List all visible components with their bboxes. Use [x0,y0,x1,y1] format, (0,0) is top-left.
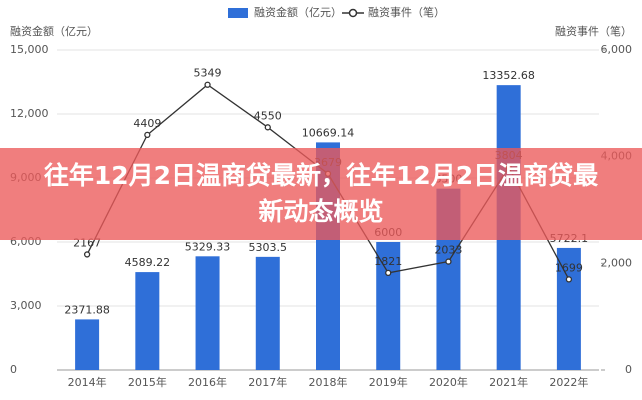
banner: 往年12月2日温商贷最新，往年12月2日温商贷最新动态概览 [0,148,642,240]
bar-value-label: 5303.5 [249,241,288,254]
bar [195,256,220,370]
legend-swatch [228,8,248,18]
line-value-label: 4550 [254,109,282,122]
bar [135,272,160,370]
bar [556,247,581,370]
bar-value-label: 10669.14 [302,126,355,139]
bar-value-label: 4589.22 [125,256,171,269]
legend-label: 融资事件（笔） [368,5,445,19]
line-value-label: 4409 [133,117,161,130]
x-tick-label: 2014年 [68,375,107,389]
legend-label: 融资金额（亿元） [254,5,342,19]
line-value-label: 2033 [434,244,462,257]
x-tick-label: 2019年 [369,375,408,389]
bar-value-label: 5329.33 [185,240,231,253]
y2-axis-title: 融资事件（笔） [555,24,632,38]
bar [75,319,100,370]
x-tick-label: 2020年 [429,375,468,389]
y-tick-label: 12,000 [10,107,49,120]
x-tick-label: 2016年 [188,375,227,389]
x-tick-label: 2017年 [248,375,287,389]
x-tick-label: 2021年 [489,375,528,389]
line-value-label: 1821 [374,255,402,268]
bar-value-label: 2371.88 [64,303,110,316]
line-value-label: 1699 [555,261,583,274]
x-tick-label: 2018年 [309,375,348,389]
x-tick-label: 2022年 [549,375,588,389]
line-point [204,81,211,88]
y-tick-label: 15,000 [10,43,49,56]
line-point [264,124,271,131]
line-point [445,258,452,265]
line-point [385,269,392,277]
bar [255,256,280,370]
y2-tick-label: 6,000 [601,43,633,56]
y-tick-label: 3,000 [10,299,42,312]
legend-swatch [348,8,358,18]
x-tick-label: 2015年 [128,375,167,389]
line-point [565,276,573,283]
line-point [83,251,91,258]
line-point [144,131,151,139]
y-tick-label: 0 [10,363,17,376]
line-value-label: 5349 [194,67,222,80]
y-axis-title: 融资金额（亿元） [10,24,98,38]
bar-value-label: 13352.68 [482,69,535,82]
bar [376,242,401,370]
y2-tick-label: 2,000 [601,256,633,269]
y2-tick-label: 0 [625,363,632,376]
